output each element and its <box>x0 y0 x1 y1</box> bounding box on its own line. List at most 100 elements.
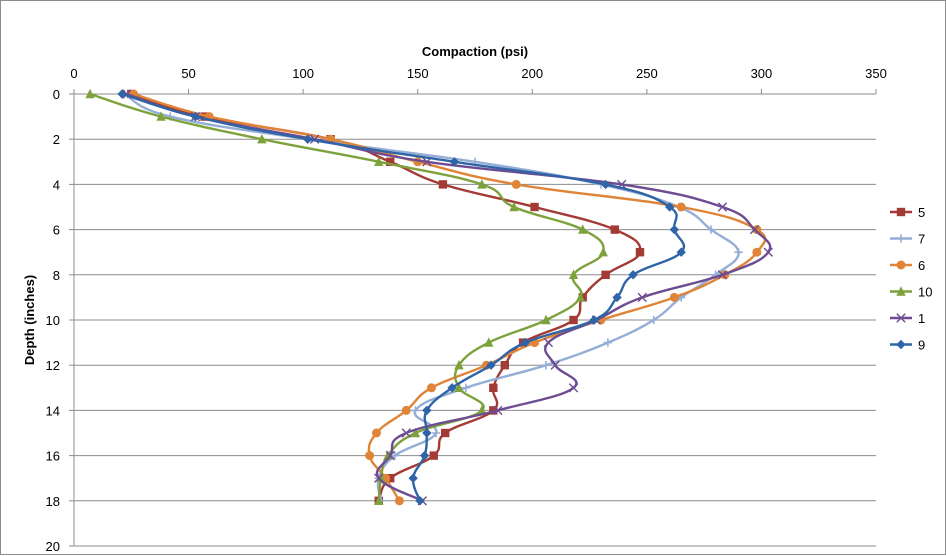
y-tick-label-8: 8 <box>53 268 60 283</box>
series-7 <box>120 89 743 505</box>
data-point-7-14 <box>411 406 420 415</box>
data-point-5-10 <box>569 315 578 325</box>
legend-swatch-marker-1 <box>896 313 906 323</box>
y-tick-label-4: 4 <box>53 177 60 192</box>
data-point-6-15 <box>371 428 381 438</box>
data-point-5-15 <box>441 428 450 438</box>
data-point-6-9 <box>669 292 679 302</box>
data-point-9-9 <box>612 292 622 303</box>
data-point-1-9 <box>637 292 647 303</box>
legend-entry-5: 5 <box>890 205 925 220</box>
legend-entry-9: 9 <box>890 338 925 353</box>
y-tick-label-20: 20 <box>46 539 60 554</box>
data-point-1-7 <box>763 247 773 257</box>
legend-entry-1: 1 <box>890 311 925 326</box>
data-point-7-13 <box>461 383 471 392</box>
data-point-10-3 <box>374 156 384 166</box>
legend-swatch-marker-10 <box>896 286 906 296</box>
legend-swatch-marker-6 <box>896 260 906 270</box>
data-point-10-17 <box>376 473 386 483</box>
x-tick-label-100: 100 <box>292 66 314 81</box>
data-point-1-15 <box>401 428 411 438</box>
legend-entry-7: 7 <box>890 232 925 247</box>
data-point-9-0 <box>117 89 127 99</box>
data-point-5-12 <box>500 361 509 370</box>
data-point-9-1 <box>190 111 201 122</box>
series-10 <box>85 88 609 505</box>
data-point-7-7 <box>734 248 743 257</box>
data-point-9-5 <box>665 202 675 212</box>
x-tick-label-200: 200 <box>521 66 543 81</box>
data-point-10-2 <box>257 134 267 144</box>
data-point-1-17 <box>374 473 384 483</box>
y-tick-label-12: 12 <box>46 358 60 373</box>
data-point-10-18 <box>374 495 384 505</box>
legend-swatch-marker-7 <box>896 234 906 243</box>
data-point-9-2 <box>303 134 313 144</box>
y-tick-label-16: 16 <box>46 449 60 464</box>
data-point-9-7 <box>676 247 686 257</box>
y-tick-label-10: 10 <box>46 313 60 328</box>
axes: 0 50 100 150 200 250 300 350 0 2 4 6 8 10 12 14 16 18 20 <box>46 66 887 554</box>
data-point-6-7 <box>752 247 762 257</box>
data-point-5-17 <box>386 474 395 483</box>
data-point-9-18 <box>415 496 425 506</box>
data-point-10-8 <box>568 269 579 279</box>
legend-label-10: 10 <box>918 285 932 300</box>
data-point-10-10 <box>541 314 551 325</box>
data-point-7-6 <box>706 225 716 234</box>
y-tick-label-6: 6 <box>53 223 60 238</box>
data-point-9-12 <box>486 360 496 370</box>
data-point-9-6 <box>669 224 680 235</box>
x-tick-label-50: 50 <box>181 66 195 81</box>
data-point-10-0 <box>85 88 95 99</box>
gridlines <box>74 93 876 547</box>
y-tick-label-0: 0 <box>53 87 60 102</box>
data-point-6-14 <box>401 405 411 415</box>
data-point-6-16 <box>365 451 375 461</box>
data-point-7-12 <box>541 361 551 370</box>
data-point-5-3 <box>386 157 395 166</box>
data-point-9-11 <box>520 337 531 348</box>
data-point-5-5 <box>530 202 539 212</box>
data-point-1-12 <box>550 360 560 370</box>
data-point-1-6 <box>749 224 760 235</box>
data-point-10-9 <box>575 292 586 302</box>
data-point-6-5 <box>676 202 686 212</box>
y-tick-label-18: 18 <box>46 494 60 509</box>
x-axis-title: Compaction (psi) <box>422 44 528 59</box>
legend: 5 7 6 10 1 9 <box>890 205 932 353</box>
legend-entry-6: 6 <box>890 258 925 273</box>
data-point-10-12 <box>454 360 464 370</box>
data-point-10-4 <box>477 179 487 189</box>
series-line-10 <box>88 92 605 502</box>
series-line-9 <box>120 92 686 502</box>
data-point-5-16 <box>429 451 438 460</box>
y-axis-title: Depth (inches) <box>22 275 37 365</box>
y-tick-label-2: 2 <box>53 132 60 147</box>
data-point-10-5 <box>509 201 519 212</box>
data-point-6-4 <box>511 179 521 189</box>
data-point-9-16 <box>419 450 430 461</box>
data-point-7-16 <box>390 451 399 460</box>
x-tick-label-350: 350 <box>865 66 887 81</box>
x-tick-label-300: 300 <box>751 66 773 81</box>
data-point-5-4 <box>438 180 448 189</box>
data-point-9-13 <box>447 383 457 393</box>
legend-swatch-marker-5 <box>896 207 906 217</box>
data-point-9-3 <box>449 157 460 167</box>
y-tick-label-14: 14 <box>46 403 60 418</box>
data-point-10-11 <box>484 337 494 347</box>
data-point-1-11 <box>543 337 554 348</box>
data-point-10-13 <box>454 382 464 392</box>
data-point-1-8 <box>717 270 728 280</box>
series-line-1 <box>125 92 772 502</box>
data-point-9-10 <box>589 315 599 325</box>
legend-label-5: 5 <box>918 205 925 220</box>
data-point-7-15 <box>431 428 441 438</box>
data-point-7-11 <box>603 338 613 347</box>
data-point-1-13 <box>568 383 579 393</box>
legend-swatch-marker-9 <box>896 339 906 350</box>
